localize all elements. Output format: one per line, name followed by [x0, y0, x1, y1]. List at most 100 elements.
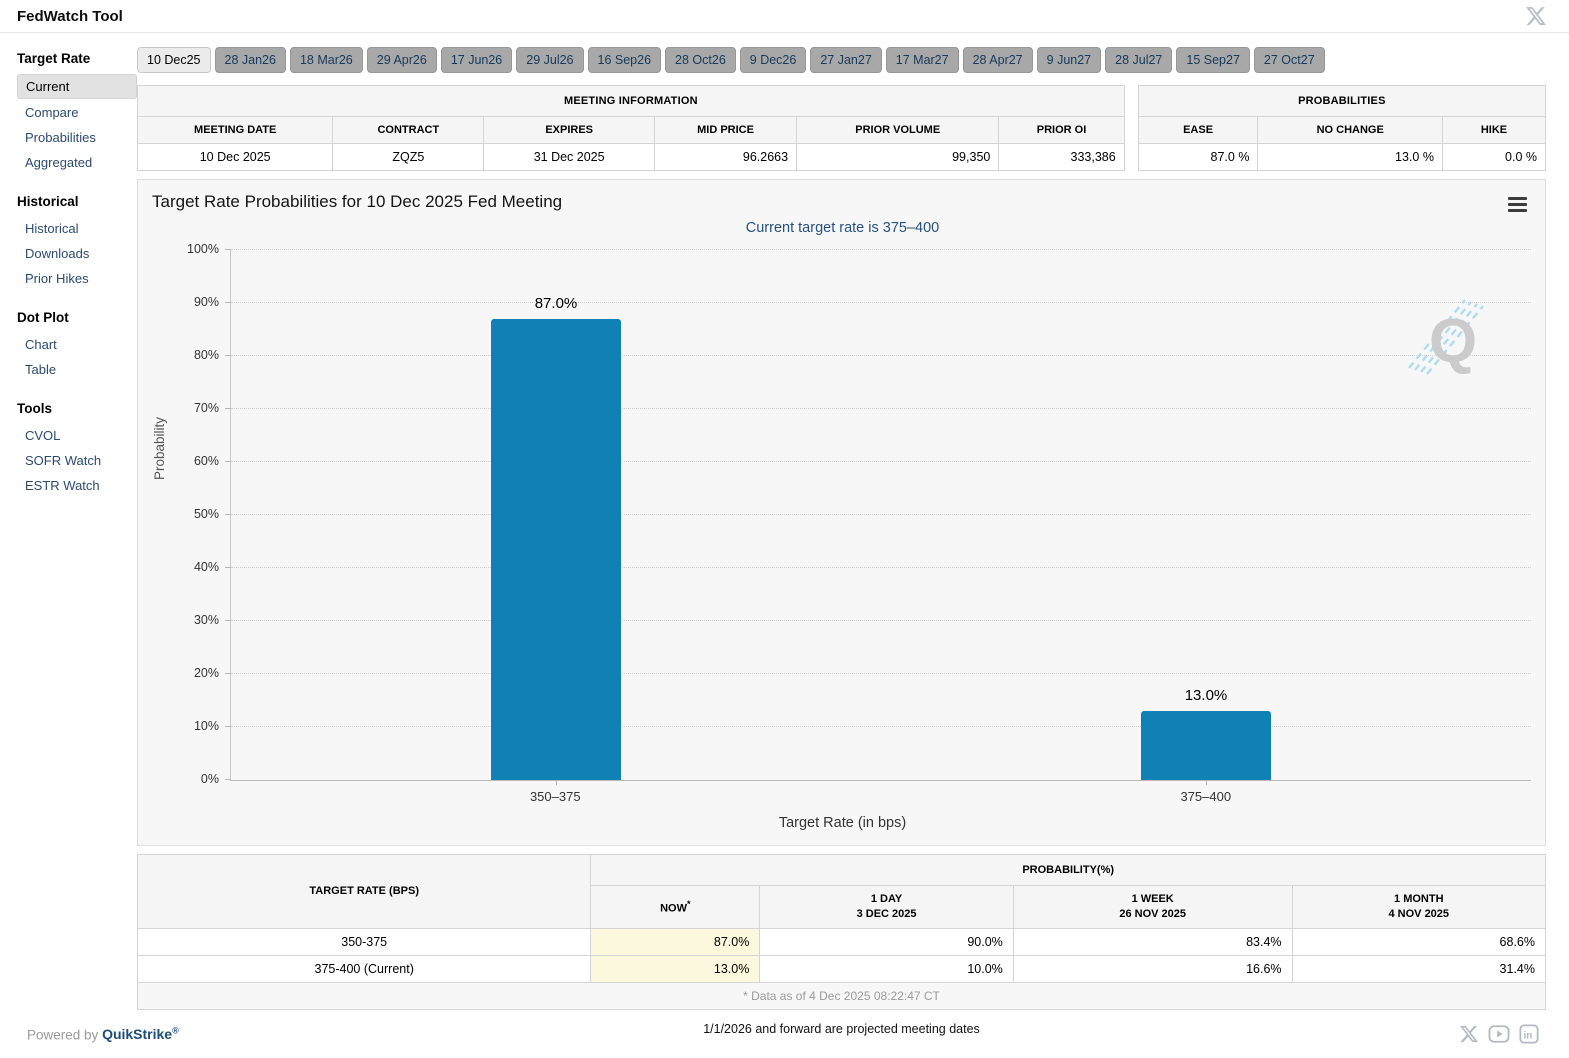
- y-tick-label: 90%: [193, 295, 219, 309]
- bar-value-label: 13.0%: [1184, 687, 1228, 705]
- prior-volume-value: 99,350: [796, 143, 1000, 171]
- svg-text:in: in: [1524, 1031, 1533, 1042]
- tab-28-apr27[interactable]: 28 Apr27: [962, 47, 1033, 73]
- column-header: EASE: [1137, 116, 1259, 144]
- tab-27-jan27[interactable]: 27 Jan27: [810, 47, 882, 73]
- one-week-probability-cell: 16.6%: [1012, 954, 1293, 983]
- tab-16-sep26[interactable]: 16 Sep26: [587, 47, 662, 73]
- column-header: EXPIRES: [483, 116, 655, 144]
- bar-value-label: 87.0%: [534, 294, 578, 312]
- tab-29-apr26[interactable]: 29 Apr26: [366, 47, 437, 73]
- tab-18-mar26[interactable]: 18 Mar26: [289, 47, 363, 73]
- x-axis-title: Target Rate (in bps): [778, 815, 907, 831]
- tab-28-oct26[interactable]: 28 Oct26: [665, 47, 736, 73]
- x-axis-labels: 350–375 375–400: [230, 785, 1531, 809]
- bar-375-400: [1141, 711, 1271, 780]
- social-links: in: [1459, 1024, 1539, 1044]
- meeting-date-value: 10 Dec 2025: [136, 143, 334, 171]
- sidebar-item-historical[interactable]: Historical: [25, 221, 79, 236]
- y-tick-label: 60%: [193, 454, 219, 468]
- meeting-date-tabs: 10 Dec25 28 Jan26 18 Mar26 29 Apr26 17 Jun26…: [137, 47, 1546, 73]
- meeting-information-table: MEETING INFORMATION MEETING DATE CONTRAC…: [136, 85, 1125, 171]
- now-column-header: NOW*: [590, 885, 761, 929]
- gridline: 10%: [194, 719, 1531, 733]
- gridline: 40%: [194, 560, 1531, 574]
- meeting-info-title: MEETING INFORMATION: [137, 85, 1125, 117]
- gridline: 70%: [194, 401, 1531, 415]
- chart-menu-icon[interactable]: [1506, 192, 1529, 217]
- page-title: FedWatch Tool: [17, 7, 123, 25]
- probabilities-table: PROBABILITIES EASE NO CHANGE HIKE 87.0 %…: [1137, 85, 1547, 171]
- one-day-column-header: 1 DAY 3 DEC 2025: [759, 885, 1014, 929]
- y-axis-title: Probability: [152, 416, 167, 480]
- ease-value: 87.0 %: [1137, 143, 1259, 171]
- y-tick-label: 20%: [193, 666, 219, 680]
- sidebar-item-table[interactable]: Table: [25, 362, 57, 377]
- y-tick-label: 30%: [193, 613, 219, 627]
- gridline: 50%: [194, 507, 1531, 521]
- probabilities-title: PROBABILITIES: [1137, 85, 1547, 117]
- one-month-column-header: 1 MONTH 4 NOV 2025: [1291, 885, 1547, 929]
- app-header: FedWatch Tool: [0, 0, 1569, 33]
- sidebar-item-probabilities[interactable]: Probabilities: [25, 130, 96, 145]
- column-header: NO CHANGE: [1257, 116, 1443, 144]
- powered-by: Powered by QuikStrike®: [27, 1025, 179, 1043]
- column-header: MEETING DATE: [136, 116, 334, 144]
- y-tick-label: 70%: [193, 401, 219, 415]
- chart-title: Target Rate Probabilities for 10 Dec 202…: [152, 192, 563, 211]
- sidebar-item-sofr-watch[interactable]: SOFR Watch: [25, 453, 102, 468]
- sidebar-item-aggregated[interactable]: Aggregated: [25, 155, 93, 170]
- chart-area: 0% 10% 20% 30% 40% 50% 60% 70% 80% 90% 100% 87.0% 13…: [187, 242, 1531, 786]
- tab-27-oct27[interactable]: 27 Oct27: [1253, 47, 1325, 73]
- tab-28-jan26[interactable]: 28 Jan26: [214, 47, 286, 73]
- tab-9-dec26[interactable]: 9 Dec26: [739, 47, 807, 73]
- mid-price-value: 96.2663: [653, 143, 798, 171]
- x-icon[interactable]: [1459, 1024, 1479, 1044]
- probability-history-table: TARGET RATE (BPS) PROBABILITY(%) NOW* 1 …: [136, 854, 1547, 1010]
- tab-9-jun27[interactable]: 9 Jun27: [1036, 47, 1102, 73]
- sidebar-item-downloads[interactable]: Downloads: [25, 246, 90, 261]
- quikstrike-link[interactable]: QuikStrike®: [102, 1025, 179, 1043]
- tab-15-sep27[interactable]: 15 Sep27: [1176, 47, 1250, 73]
- table-row: 375-400 (Current) 13.0% 10.0% 16.6% 31.4…: [136, 954, 1547, 983]
- tab-17-jun26[interactable]: 17 Jun26: [440, 47, 513, 73]
- gridline: 100%: [187, 242, 1531, 256]
- column-header: PRIOR OI: [998, 116, 1125, 144]
- one-day-probability-cell: 90.0%: [759, 927, 1014, 956]
- sidebar-section-historical: Historical: [17, 194, 79, 209]
- column-header: PRIOR VOLUME: [796, 116, 1000, 144]
- sidebar-item-prior-hikes[interactable]: Prior Hikes: [25, 271, 89, 286]
- bar-350-375: [491, 318, 621, 780]
- y-tick-label: 100%: [187, 242, 219, 256]
- table-footnote-row: * Data as of 4 Dec 2025 08:22:47 CT: [137, 981, 1546, 1010]
- probability-group-header: PROBABILITY(%): [590, 854, 1546, 886]
- hike-value: 0.0 %: [1441, 143, 1547, 171]
- table-row: 10 Dec 2025 ZQZ5 31 Dec 2025 96.2663 99,…: [136, 143, 1125, 171]
- one-day-probability-cell: 10.0%: [759, 954, 1014, 983]
- sidebar-item-compare[interactable]: Compare: [25, 105, 79, 120]
- sidebar-item-cvol[interactable]: CVOL: [25, 428, 61, 443]
- tab-29-jul26[interactable]: 29 Jul26: [516, 47, 584, 73]
- gridline: 30%: [194, 613, 1531, 627]
- x-logo-icon[interactable]: [1525, 5, 1547, 27]
- plot-area: 0% 10% 20% 30% 40% 50% 60% 70% 80% 90% 100% 87.0% 13…: [187, 242, 1531, 786]
- sidebar-item-current[interactable]: Current: [17, 74, 137, 99]
- sidebar-item-chart[interactable]: Chart: [25, 337, 57, 352]
- sidebar-item-estr-watch[interactable]: ESTR Watch: [25, 478, 100, 493]
- y-tick-label: 80%: [193, 348, 219, 362]
- target-rate-bps-header: TARGET RATE (BPS): [136, 854, 592, 929]
- y-tick-label: 10%: [193, 719, 219, 733]
- youtube-icon[interactable]: [1488, 1024, 1510, 1044]
- one-week-probability-cell: 83.4%: [1012, 927, 1293, 956]
- y-tick-label: 40%: [193, 560, 219, 574]
- data-as-of-note: * Data as of 4 Dec 2025 08:22:47 CT: [137, 981, 1546, 1010]
- tab-17-mar27[interactable]: 17 Mar27: [885, 47, 959, 73]
- sidebar-section-target-rate: Target Rate: [17, 51, 91, 66]
- prior-oi-value: 333,386: [998, 143, 1125, 171]
- column-header: MID PRICE: [653, 116, 798, 144]
- now-probability-cell: 13.0%: [590, 954, 761, 983]
- one-week-column-header: 1 WEEK 26 NOV 2025: [1012, 885, 1293, 929]
- tab-10-dec25[interactable]: 10 Dec25: [137, 47, 211, 73]
- linkedin-icon[interactable]: in: [1519, 1024, 1539, 1044]
- tab-28-jul27[interactable]: 28 Jul27: [1105, 47, 1173, 73]
